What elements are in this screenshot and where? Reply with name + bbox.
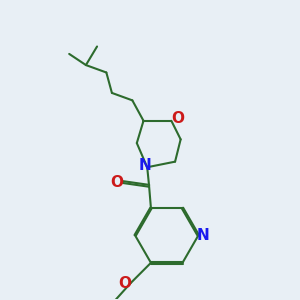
Text: O: O [172,111,184,126]
Text: N: N [139,158,152,173]
Text: O: O [118,276,131,291]
Text: N: N [196,228,209,243]
Text: O: O [110,175,123,190]
